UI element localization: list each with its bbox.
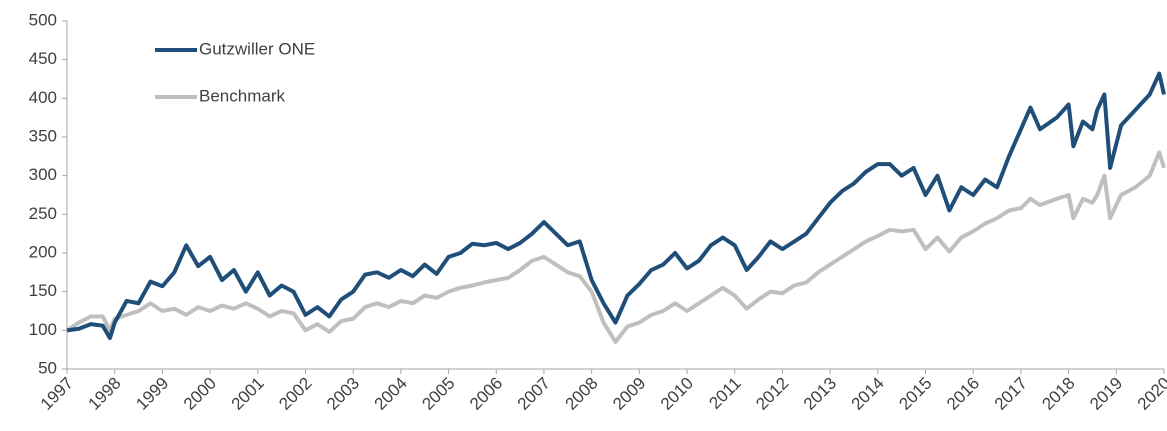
x-tick-label: 2008 bbox=[561, 374, 601, 414]
y-tick-label: 350 bbox=[29, 126, 57, 145]
y-tick-label: 400 bbox=[29, 88, 57, 107]
x-tick-label: 1998 bbox=[85, 374, 125, 414]
x-tick-label: 2001 bbox=[228, 374, 268, 414]
legend-label: Gutzwiller ONE bbox=[199, 39, 315, 58]
x-tick-label: 2011 bbox=[705, 374, 744, 413]
x-tick-label: 2014 bbox=[848, 374, 888, 414]
x-tick-label: 1997 bbox=[37, 374, 77, 414]
y-tick-label: 450 bbox=[29, 49, 57, 68]
legend-label: Benchmark bbox=[199, 86, 285, 105]
x-tick-label: 2006 bbox=[466, 374, 506, 414]
y-tick-label: 150 bbox=[29, 281, 57, 300]
x-tick-label: 2013 bbox=[800, 374, 840, 414]
y-tick-label: 200 bbox=[29, 242, 57, 261]
x-tick-label: 2017 bbox=[991, 374, 1031, 414]
x-tick-label: 2002 bbox=[275, 374, 315, 414]
x-tick-label: 2000 bbox=[180, 374, 220, 414]
x-tick-label: 2007 bbox=[514, 374, 554, 414]
x-tick-label: 2015 bbox=[895, 374, 935, 414]
y-tick-label: 50 bbox=[38, 358, 57, 377]
x-tick-label: 2010 bbox=[657, 374, 697, 414]
x-tick-label: 2004 bbox=[371, 374, 411, 414]
x-tick-label: 1999 bbox=[132, 374, 172, 414]
y-tick-label: 300 bbox=[29, 165, 57, 184]
x-tick-label: 2009 bbox=[609, 374, 649, 414]
x-tick-label: 2018 bbox=[1038, 374, 1078, 414]
y-tick-label: 500 bbox=[29, 10, 57, 29]
x-tick-label: 2005 bbox=[418, 374, 458, 414]
x-tick-label: 2012 bbox=[752, 374, 792, 414]
series-line bbox=[65, 150, 1166, 344]
x-tick-label: 2003 bbox=[323, 374, 363, 414]
series-line bbox=[66, 71, 1166, 341]
x-tick-label: 2019 bbox=[1086, 374, 1126, 414]
x-tick-label: 2020 bbox=[1134, 374, 1167, 414]
y-tick-label: 100 bbox=[29, 320, 57, 339]
y-tick-label: 250 bbox=[29, 204, 57, 223]
x-tick-label: 2016 bbox=[943, 374, 983, 414]
